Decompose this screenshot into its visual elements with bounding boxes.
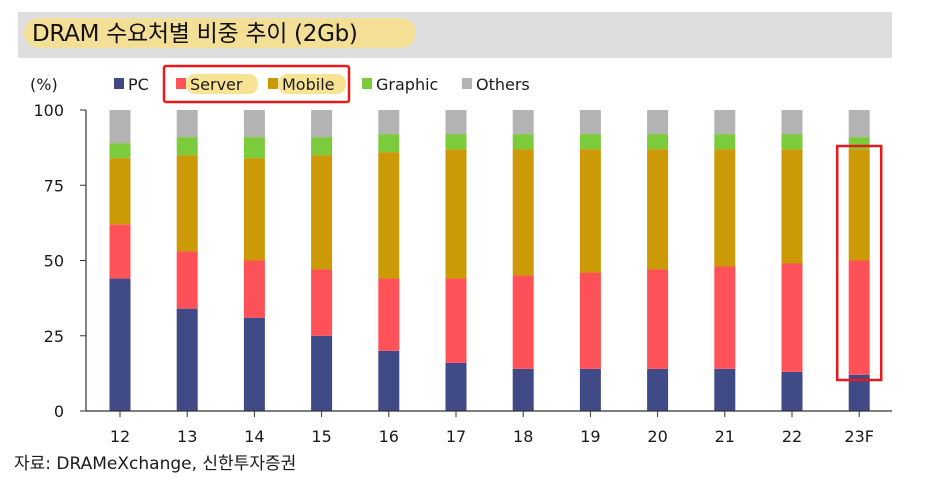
- x-tick-label: 21: [715, 427, 735, 446]
- bar-segment-pc-18: [512, 368, 534, 411]
- bar-segment-graphic-12: [109, 143, 131, 159]
- bar-segment-pc-13: [176, 308, 198, 411]
- bar-segment-graphic-15: [311, 137, 333, 156]
- x-tick-label: 12: [110, 427, 130, 446]
- bar-segment-pc-23F: [848, 374, 870, 411]
- bar-segment-others-20: [647, 110, 669, 135]
- bar-segment-server-21: [714, 266, 736, 369]
- bar-segment-graphic-22: [781, 134, 803, 150]
- bar-segment-graphic-19: [579, 134, 601, 150]
- bar-segment-graphic-21: [714, 134, 736, 150]
- bar-segment-server-19: [579, 272, 601, 369]
- y-tick-label: 50: [44, 252, 64, 271]
- bar-segment-server-16: [378, 278, 400, 351]
- bar-segment-others-21: [714, 110, 736, 135]
- bar-segment-mobile-14: [243, 158, 265, 261]
- bar-segment-mobile-23F: [848, 149, 870, 261]
- y-axis-label: (%): [30, 75, 58, 94]
- legend-label-others: Others: [476, 75, 530, 94]
- stacked-bar-chart: (%) PC Server Mobile Graphic Others 12 13 14 15 16…: [30, 64, 892, 446]
- bar-segment-others-23F: [848, 110, 870, 138]
- bar-segment-mobile-13: [176, 155, 198, 252]
- bar-segment-mobile-21: [714, 149, 736, 267]
- x-tick-label: 22: [782, 427, 802, 446]
- bar-segment-graphic-14: [243, 137, 265, 159]
- y-tick-label: 75: [44, 176, 64, 195]
- legend-label-pc: PC: [128, 75, 149, 94]
- bar-segment-others-22: [781, 110, 803, 135]
- bar-segment-server-14: [243, 260, 265, 318]
- legend-swatch-server: [176, 78, 186, 89]
- y-tick-label: 25: [44, 327, 64, 346]
- legend-swatch-graphic: [362, 78, 372, 89]
- bar-segment-pc-20: [647, 368, 669, 411]
- bar-segment-pc-21: [714, 368, 736, 411]
- legend-swatch-pc: [114, 78, 124, 89]
- bar-segment-pc-12: [109, 278, 131, 411]
- legend-swatch-others: [462, 78, 472, 89]
- source-note: 자료: DRAMeXchange, 신한투자증권: [14, 454, 297, 474]
- bar-segment-pc-17: [445, 362, 467, 411]
- bar-segment-mobile-12: [109, 158, 131, 225]
- bar-segment-pc-15: [311, 335, 333, 411]
- bar-segment-server-12: [109, 224, 131, 279]
- x-tick-label: 17: [446, 427, 466, 446]
- bar-segment-mobile-17: [445, 149, 467, 279]
- bar-segment-server-23F: [848, 260, 870, 375]
- legend-highlight-box: [162, 64, 351, 104]
- x-tick-label: 14: [244, 427, 264, 446]
- legend-highlight-mobile: [278, 74, 346, 94]
- bar-segment-graphic-18: [512, 134, 534, 150]
- bar-segment-pc-16: [378, 350, 400, 411]
- bar-segment-server-20: [647, 269, 669, 369]
- bar-segment-pc-19: [579, 368, 601, 411]
- bar-segment-mobile-20: [647, 149, 669, 270]
- bar-segment-graphic-13: [176, 137, 198, 156]
- legend-highlight-server: [186, 74, 258, 94]
- bar-segment-graphic-16: [378, 134, 400, 153]
- title-highlight: [24, 18, 416, 48]
- bar-segment-others-16: [378, 110, 400, 135]
- y-tick-label: 0: [54, 402, 64, 421]
- bar-segment-mobile-22: [781, 149, 803, 264]
- x-tick-label: 19: [580, 427, 600, 446]
- bar-segment-others-19: [579, 110, 601, 135]
- bar-segment-pc-14: [243, 317, 265, 411]
- bar-segment-mobile-19: [579, 149, 601, 273]
- y-tick-label: 100: [33, 101, 64, 120]
- bar-segment-mobile-18: [512, 149, 534, 276]
- x-tick-label: 18: [513, 427, 533, 446]
- bar-segment-pc-22: [781, 371, 803, 411]
- bar-segment-others-12: [109, 110, 131, 144]
- bar-segment-graphic-23F: [848, 137, 870, 150]
- legend-label-mobile: Mobile: [282, 75, 334, 94]
- bar-segment-graphic-17: [445, 134, 467, 150]
- bar-segment-others-15: [311, 110, 333, 138]
- x-tick-label: 20: [647, 427, 667, 446]
- chart-title: DRAM 수요처별 비중 추이 (2Gb): [32, 21, 358, 47]
- bar-segment-mobile-16: [378, 152, 400, 279]
- x-tick-label: 13: [177, 427, 197, 446]
- x-tick-label: 23F: [844, 427, 874, 446]
- legend-label-server: Server: [190, 75, 243, 94]
- bar-segment-mobile-15: [311, 155, 333, 270]
- bar-segment-others-17: [445, 110, 467, 135]
- bar-segment-others-13: [176, 110, 198, 138]
- bar-segment-graphic-20: [647, 134, 669, 150]
- legend-swatch-mobile: [268, 78, 278, 89]
- bar-segment-server-22: [781, 263, 803, 372]
- x-tick-label: 16: [379, 427, 399, 446]
- bar-segment-server-17: [445, 278, 467, 363]
- highlighted-bar-box: [835, 144, 883, 382]
- bar-segment-server-15: [311, 269, 333, 336]
- bar-segment-others-14: [243, 110, 265, 138]
- bar-segment-server-18: [512, 275, 534, 369]
- legend-label-graphic: Graphic: [376, 75, 438, 94]
- x-tick-label: 15: [311, 427, 331, 446]
- bar-segment-server-13: [176, 251, 198, 309]
- bar-segment-others-18: [512, 110, 534, 135]
